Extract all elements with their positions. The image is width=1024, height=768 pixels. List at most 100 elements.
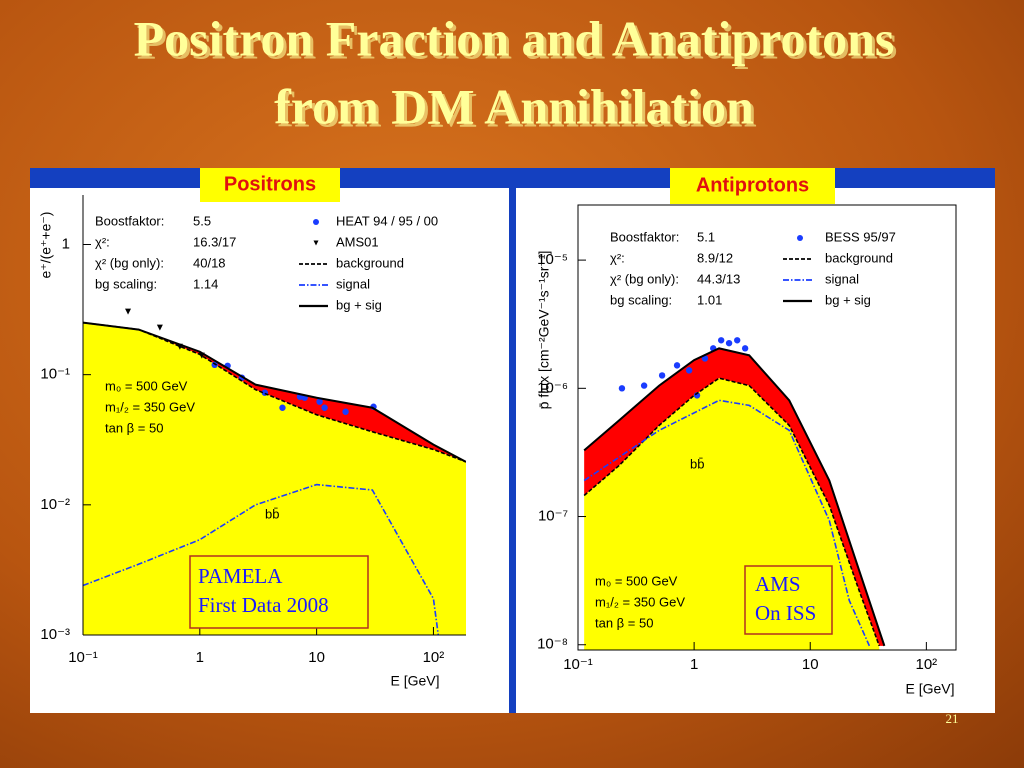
- info-label: χ²:: [610, 250, 625, 265]
- y-tick-label: 10⁻²: [40, 496, 70, 513]
- legend-label: background: [336, 255, 404, 270]
- title-line: from DM Annihilation: [274, 78, 754, 134]
- legend-label: BESS 95/97: [825, 229, 896, 244]
- data-point: [125, 308, 132, 315]
- data-point: [316, 398, 323, 405]
- y-axis-label: e⁺/(e⁺+e⁻): [38, 212, 54, 279]
- line: [583, 347, 886, 647]
- data-point: [279, 404, 286, 411]
- info-value: 44.3/13: [697, 271, 740, 286]
- callout-text: First Data 2008: [198, 593, 329, 617]
- data-point: [673, 362, 681, 369]
- x-tick-label: 10²: [423, 649, 445, 666]
- area: [83, 322, 466, 635]
- legend-label: HEAT 94 / 95 / 00: [336, 213, 438, 228]
- legend-symbol: [797, 235, 803, 241]
- y-tick-label: 10⁻⁸: [537, 636, 568, 653]
- legend-symbol: [313, 219, 319, 225]
- info-value: 5.5: [193, 213, 211, 228]
- x-tick-label: 1: [690, 656, 698, 673]
- info-label: χ²:: [95, 234, 110, 249]
- y-tick-label: 10⁻⁵: [537, 251, 568, 268]
- title-shadow: from DM Annihilation: [277, 81, 757, 137]
- y-axis-label: p̄ flux [cm⁻²GeV⁻¹s⁻¹sr⁻¹]: [536, 251, 552, 410]
- area: [584, 348, 885, 646]
- x-axis-label: E [GeV]: [905, 681, 954, 697]
- x-tick-label: 10: [802, 656, 819, 673]
- data-point: [734, 337, 741, 344]
- data-point: [640, 382, 648, 389]
- info-value: 1.14: [193, 276, 218, 291]
- y-tick-label: 10⁻⁶: [537, 379, 568, 396]
- x-tick-label: 10⁻¹: [563, 656, 593, 673]
- callout-box: [744, 565, 833, 635]
- chart-tab: [670, 168, 835, 204]
- panel-divider: [509, 168, 516, 713]
- data-point: [717, 337, 725, 344]
- legend-symbol: [313, 240, 319, 246]
- plot-area: [83, 308, 466, 635]
- chart-title: Positrons: [224, 173, 316, 195]
- legend-label: AMS01: [336, 234, 379, 249]
- annotation: m₁/₂ = 350 GeV: [105, 399, 195, 414]
- x-tick-label: 10²: [916, 656, 938, 673]
- info-label: Boostfaktor:: [610, 229, 679, 244]
- title-shadow: Positron Fraction and Anatiprotons: [137, 13, 898, 69]
- data-point: [685, 367, 693, 374]
- data-point: [321, 404, 328, 411]
- legend-label: signal: [825, 271, 859, 286]
- legend-label: background: [825, 250, 893, 265]
- data-point: [658, 372, 666, 379]
- info-label: χ² (bg only):: [610, 271, 679, 286]
- legend-label: signal: [336, 276, 370, 291]
- annotation: tan β = 50: [595, 615, 653, 630]
- info-label: bg scaling:: [95, 276, 157, 291]
- data-point: [342, 408, 349, 415]
- charts: HEAT 94 / 95 / 00 AMS01 background signal bg…: [38, 168, 957, 697]
- annotation: m₀ = 500 GeV: [595, 573, 678, 588]
- callout-box: [189, 555, 369, 629]
- info-value: 16.3/17: [193, 234, 236, 249]
- annotation: m₀ = 500 GeV: [105, 378, 188, 393]
- chart: HEAT 94 / 95 / 00 AMS01 background signal bg…: [38, 168, 466, 689]
- info-value: 8.9/12: [697, 250, 733, 265]
- info-label: χ² (bg only):: [95, 255, 164, 270]
- info-label: Boostfaktor:: [95, 213, 164, 228]
- y-tick-label: 10⁻¹: [40, 366, 70, 383]
- x-tick-label: 10: [308, 649, 325, 666]
- annotation: bb̄: [690, 456, 704, 471]
- callout-text: AMS: [755, 572, 801, 596]
- legend-label: bg + sig: [825, 292, 871, 307]
- x-tick-label: 10⁻¹: [68, 649, 98, 666]
- legend-label: bg + sig: [336, 297, 382, 312]
- callout-text: On ISS: [755, 601, 816, 625]
- chart-tab: [200, 168, 340, 202]
- line: [583, 399, 871, 647]
- title: Positron Fraction and Anatiprotons Posit…: [134, 10, 898, 137]
- line: [83, 483, 440, 635]
- callout-text: PAMELA: [198, 564, 283, 588]
- x-tick-label: 1: [196, 649, 204, 666]
- data-point: [618, 385, 626, 392]
- data-point: [725, 339, 733, 347]
- y-tick-label: 1: [62, 235, 70, 252]
- info-value: 40/18: [193, 255, 226, 270]
- y-tick-label: 10⁻³: [40, 626, 70, 643]
- data-point: [741, 345, 749, 352]
- annotation: bb̄: [265, 506, 279, 521]
- x-axis-label: E [GeV]: [390, 673, 439, 689]
- annotation: m₁/₂ = 350 GeV: [595, 594, 685, 609]
- plot-frame: [577, 204, 957, 651]
- annotation: tan β = 50: [105, 420, 163, 435]
- line: [83, 321, 466, 463]
- info-value: 1.01: [697, 292, 722, 307]
- area: [83, 322, 466, 462]
- chart-title: Antiprotons: [696, 174, 809, 196]
- page-number: 21: [946, 711, 959, 726]
- line: [583, 377, 881, 647]
- data-point: [156, 324, 163, 331]
- info-label: bg scaling:: [610, 292, 672, 307]
- title-line: Positron Fraction and Anatiprotons: [134, 10, 895, 66]
